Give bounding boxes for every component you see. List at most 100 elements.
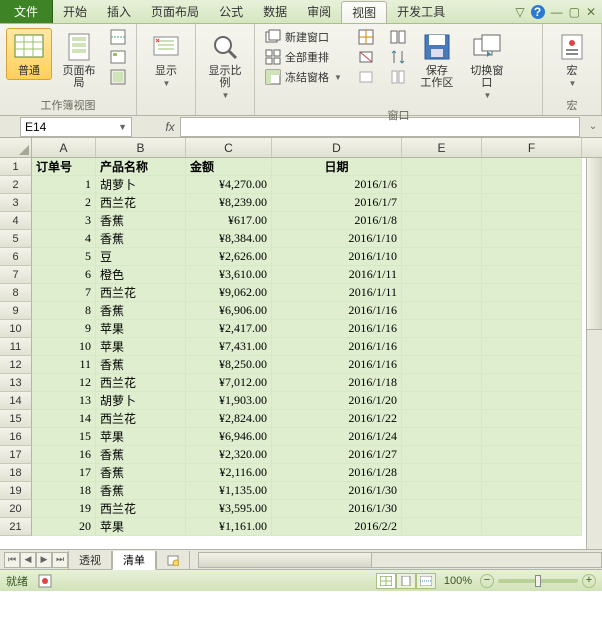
cell[interactable]: ¥1,135.00	[186, 482, 272, 500]
cell[interactable]: 5	[32, 248, 96, 266]
cell[interactable]: 豆	[96, 248, 186, 266]
cell[interactable]	[402, 374, 482, 392]
cell[interactable]: 香蕉	[96, 212, 186, 230]
cell[interactable]	[402, 302, 482, 320]
cell[interactable]	[482, 230, 582, 248]
zoom-in-button[interactable]: +	[582, 574, 596, 588]
cell[interactable]: ¥2,824.00	[186, 410, 272, 428]
cell[interactable]: ¥6,906.00	[186, 302, 272, 320]
menu-tab-4[interactable]: 数据	[253, 0, 297, 23]
cell[interactable]	[482, 392, 582, 410]
window-close-icon[interactable]: ✕	[586, 5, 596, 19]
tab-nav-first-icon[interactable]: ⏮	[4, 552, 20, 568]
row-header[interactable]: 5	[0, 230, 32, 248]
cell[interactable]: 2016/1/7	[272, 194, 402, 212]
cell[interactable]	[482, 320, 582, 338]
cell[interactable]: ¥8,250.00	[186, 356, 272, 374]
window-minimize-icon[interactable]: —	[551, 5, 563, 19]
cell[interactable]: 1	[32, 176, 96, 194]
cell[interactable]: 10	[32, 338, 96, 356]
row-header[interactable]: 9	[0, 302, 32, 320]
view-side-button[interactable]	[386, 28, 410, 46]
zoom-button[interactable]: 显示比例▼	[202, 28, 248, 105]
cell[interactable]: 西兰花	[96, 374, 186, 392]
cell[interactable]	[402, 482, 482, 500]
cell[interactable]: 2016/1/11	[272, 266, 402, 284]
cell[interactable]	[402, 158, 482, 176]
cell[interactable]: ¥1,903.00	[186, 392, 272, 410]
cell[interactable]	[402, 230, 482, 248]
cell[interactable]: ¥9,062.00	[186, 284, 272, 302]
cell[interactable]: 2016/1/16	[272, 356, 402, 374]
cell[interactable]: 16	[32, 446, 96, 464]
row-header[interactable]: 14	[0, 392, 32, 410]
cell[interactable]	[402, 176, 482, 194]
column-header-F[interactable]: F	[482, 138, 582, 157]
column-header-A[interactable]: A	[32, 138, 96, 157]
sheet-tab-透视[interactable]: 透视	[68, 551, 112, 570]
menu-tab-1[interactable]: 插入	[97, 0, 141, 23]
cell[interactable]	[482, 518, 582, 536]
split-button[interactable]	[354, 28, 378, 46]
cell[interactable]	[482, 248, 582, 266]
cell[interactable]	[482, 338, 582, 356]
cell[interactable]	[402, 428, 482, 446]
cell[interactable]	[402, 464, 482, 482]
cell[interactable]: 2016/1/16	[272, 320, 402, 338]
menu-tab-6[interactable]: 视图	[341, 1, 387, 23]
view-shortcut-page-layout[interactable]	[396, 573, 416, 589]
insert-sheet-tab[interactable]	[156, 551, 190, 570]
formula-bar-expand-icon[interactable]: ⌄	[584, 121, 602, 132]
cell[interactable]: 12	[32, 374, 96, 392]
row-header[interactable]: 21	[0, 518, 32, 536]
cell[interactable]	[482, 428, 582, 446]
cell[interactable]: 2016/1/10	[272, 248, 402, 266]
cell[interactable]	[402, 320, 482, 338]
cell[interactable]: ¥2,626.00	[186, 248, 272, 266]
cell[interactable]	[482, 482, 582, 500]
cell[interactable]: 西兰花	[96, 500, 186, 518]
view-shortcut-normal[interactable]	[376, 573, 396, 589]
cell[interactable]	[402, 446, 482, 464]
cell[interactable]: 2016/1/30	[272, 500, 402, 518]
cell[interactable]: ¥1,161.00	[186, 518, 272, 536]
cell[interactable]: 苹果	[96, 320, 186, 338]
arrange-all-button[interactable]: 全部重排	[261, 48, 346, 66]
row-header[interactable]: 12	[0, 356, 32, 374]
cell[interactable]: 2016/1/24	[272, 428, 402, 446]
tab-nav-prev-icon[interactable]: ◀	[20, 552, 36, 568]
zoom-percent[interactable]: 100%	[444, 575, 472, 587]
view-shortcut-page-break[interactable]	[416, 573, 436, 589]
cell[interactable]	[482, 266, 582, 284]
cell[interactable]: 2016/1/30	[272, 482, 402, 500]
row-header[interactable]: 16	[0, 428, 32, 446]
row-header[interactable]: 19	[0, 482, 32, 500]
cell[interactable]: 香蕉	[96, 482, 186, 500]
cell[interactable]: 2016/1/6	[272, 176, 402, 194]
cell[interactable]: 西兰花	[96, 410, 186, 428]
cell[interactable]: ¥2,417.00	[186, 320, 272, 338]
row-header[interactable]: 20	[0, 500, 32, 518]
cell[interactable]: 订单号	[32, 158, 96, 176]
cell[interactable]: 橙色	[96, 266, 186, 284]
menu-tab-7[interactable]: 开发工具	[387, 0, 455, 23]
cell[interactable]: 8	[32, 302, 96, 320]
sync-scroll-button[interactable]	[386, 48, 410, 66]
row-header[interactable]: 8	[0, 284, 32, 302]
view-page-layout-button[interactable]: 页面布局	[56, 28, 102, 92]
reset-pos-button[interactable]	[386, 68, 410, 86]
minimize-ribbon-icon[interactable]: ▽	[515, 5, 524, 19]
fx-icon[interactable]: fx	[160, 120, 180, 134]
file-tab[interactable]: 文件	[0, 0, 53, 23]
cell[interactable]: ¥4,270.00	[186, 176, 272, 194]
save-workspace-button[interactable]: 保存工作区	[414, 28, 460, 92]
cell[interactable]: 金额	[186, 158, 272, 176]
row-header[interactable]: 15	[0, 410, 32, 428]
select-all-button[interactable]	[0, 138, 32, 157]
zoom-slider-thumb[interactable]	[535, 575, 541, 587]
row-header[interactable]: 11	[0, 338, 32, 356]
cell[interactable]: 2016/1/18	[272, 374, 402, 392]
cell[interactable]: 2016/1/27	[272, 446, 402, 464]
view-normal-button[interactable]: 普通	[6, 28, 52, 80]
cell[interactable]: 9	[32, 320, 96, 338]
